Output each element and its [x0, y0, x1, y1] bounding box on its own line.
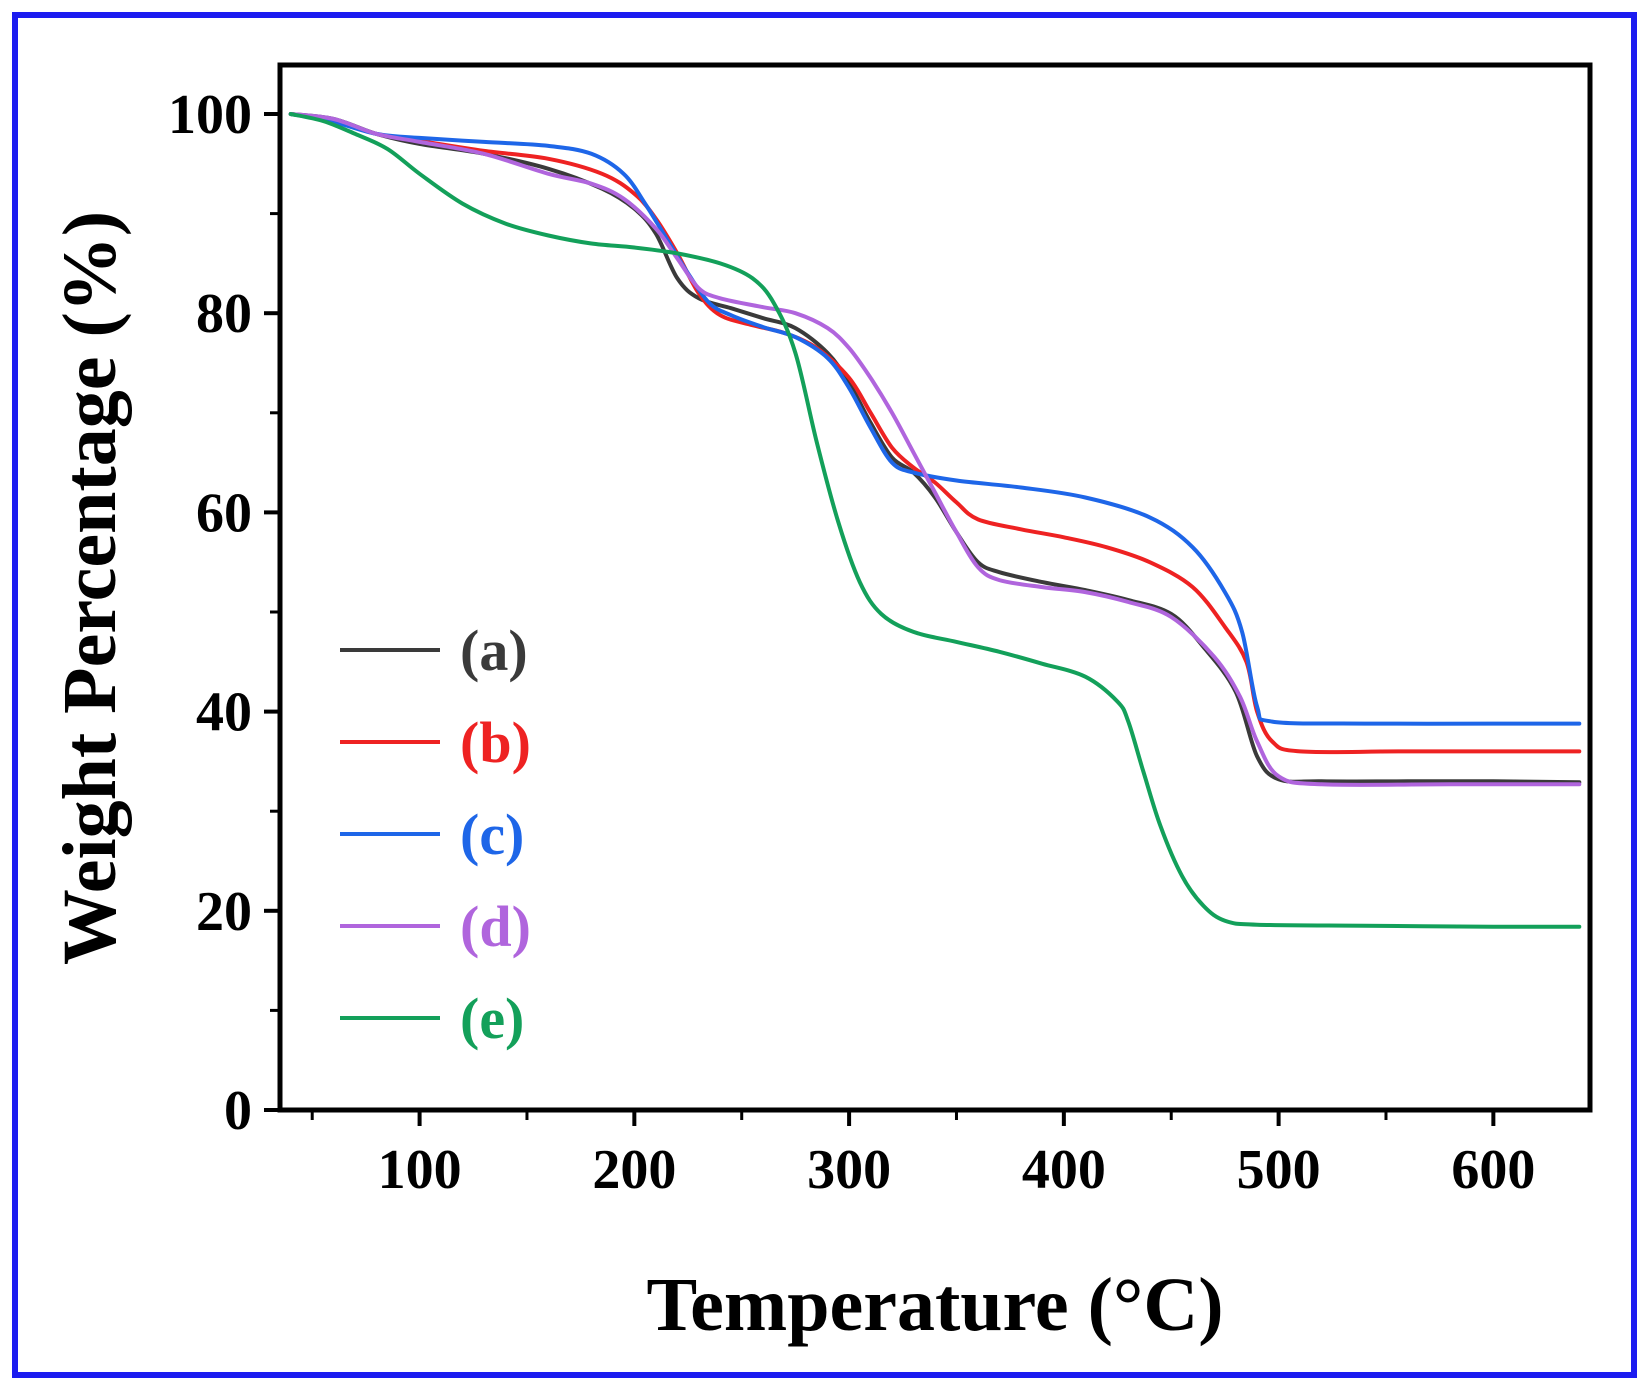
figure-frame: [12, 12, 1637, 1378]
axis-tick-labels: 100 200 300 400 500 600 0 20 40 60 80 100: [168, 84, 1535, 1201]
y-tick-label: 100: [168, 84, 252, 146]
x-tick-label: 600: [1451, 1139, 1535, 1201]
x-axis-title: Temperature (°C): [646, 1263, 1223, 1347]
y-tick-label: 60: [196, 482, 252, 544]
x-tick-label: 100: [378, 1139, 462, 1201]
x-tick-label: 200: [592, 1139, 676, 1201]
legend-label-b: (b): [460, 710, 531, 775]
y-tick-label: 20: [196, 881, 252, 943]
axis-ticks: [264, 112, 1496, 1126]
series-line-c: [288, 112, 1582, 726]
x-tick-label: 400: [1022, 1139, 1106, 1201]
legend-label-a: (a): [460, 618, 528, 683]
legend-label-e: (e): [460, 986, 524, 1051]
y-tick-label: 80: [196, 283, 252, 345]
series-lines: [288, 112, 1582, 929]
plot-area-frame: [277, 62, 1593, 1113]
legend-label-c: (c): [460, 802, 524, 867]
y-tick-label: 0: [224, 1080, 252, 1142]
series-line-e: [288, 112, 1582, 929]
legend-label-d: (d): [460, 894, 531, 959]
y-axis-title: Weight Percentage (%): [48, 211, 132, 965]
x-tick-label: 300: [807, 1139, 891, 1201]
y-tick-label: 40: [196, 682, 252, 744]
legend: (a) (b) (c) (d) (e): [340, 618, 531, 1051]
series-line-d: [288, 112, 1582, 787]
x-tick-label: 500: [1237, 1139, 1321, 1201]
